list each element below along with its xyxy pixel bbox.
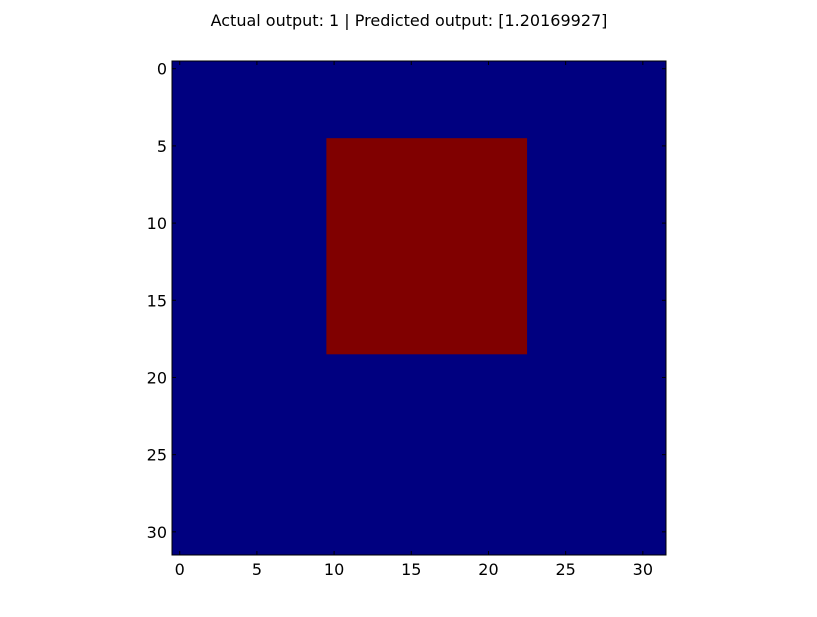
heatmap-region-0 — [326, 138, 528, 355]
y-tick-label: 5 — [157, 137, 167, 156]
axis-ticks: 0 5 10 15 20 25 30 0 5 10 15 20 25 30 — [147, 60, 666, 579]
y-tick-label: 30 — [147, 523, 167, 542]
y-tick-label: 10 — [147, 214, 167, 233]
x-tick-label: 5 — [252, 560, 262, 579]
chart-title: Actual output: 1 | Predicted output: [1.… — [211, 11, 608, 30]
x-tick-label: 25 — [555, 560, 575, 579]
plot-frame — [171, 60, 667, 556]
x-tick-label: 15 — [401, 560, 421, 579]
x-tick-label: 20 — [478, 560, 498, 579]
x-tick-label: 0 — [175, 560, 185, 579]
x-tick-label: 10 — [324, 560, 344, 579]
y-tick-label: 25 — [147, 446, 167, 465]
y-tick-label: 15 — [147, 291, 167, 310]
y-tick-label: 20 — [147, 368, 167, 387]
y-tick-label: 0 — [157, 60, 167, 79]
x-tick-label: 30 — [633, 560, 653, 579]
heatmap-cells — [172, 61, 666, 555]
